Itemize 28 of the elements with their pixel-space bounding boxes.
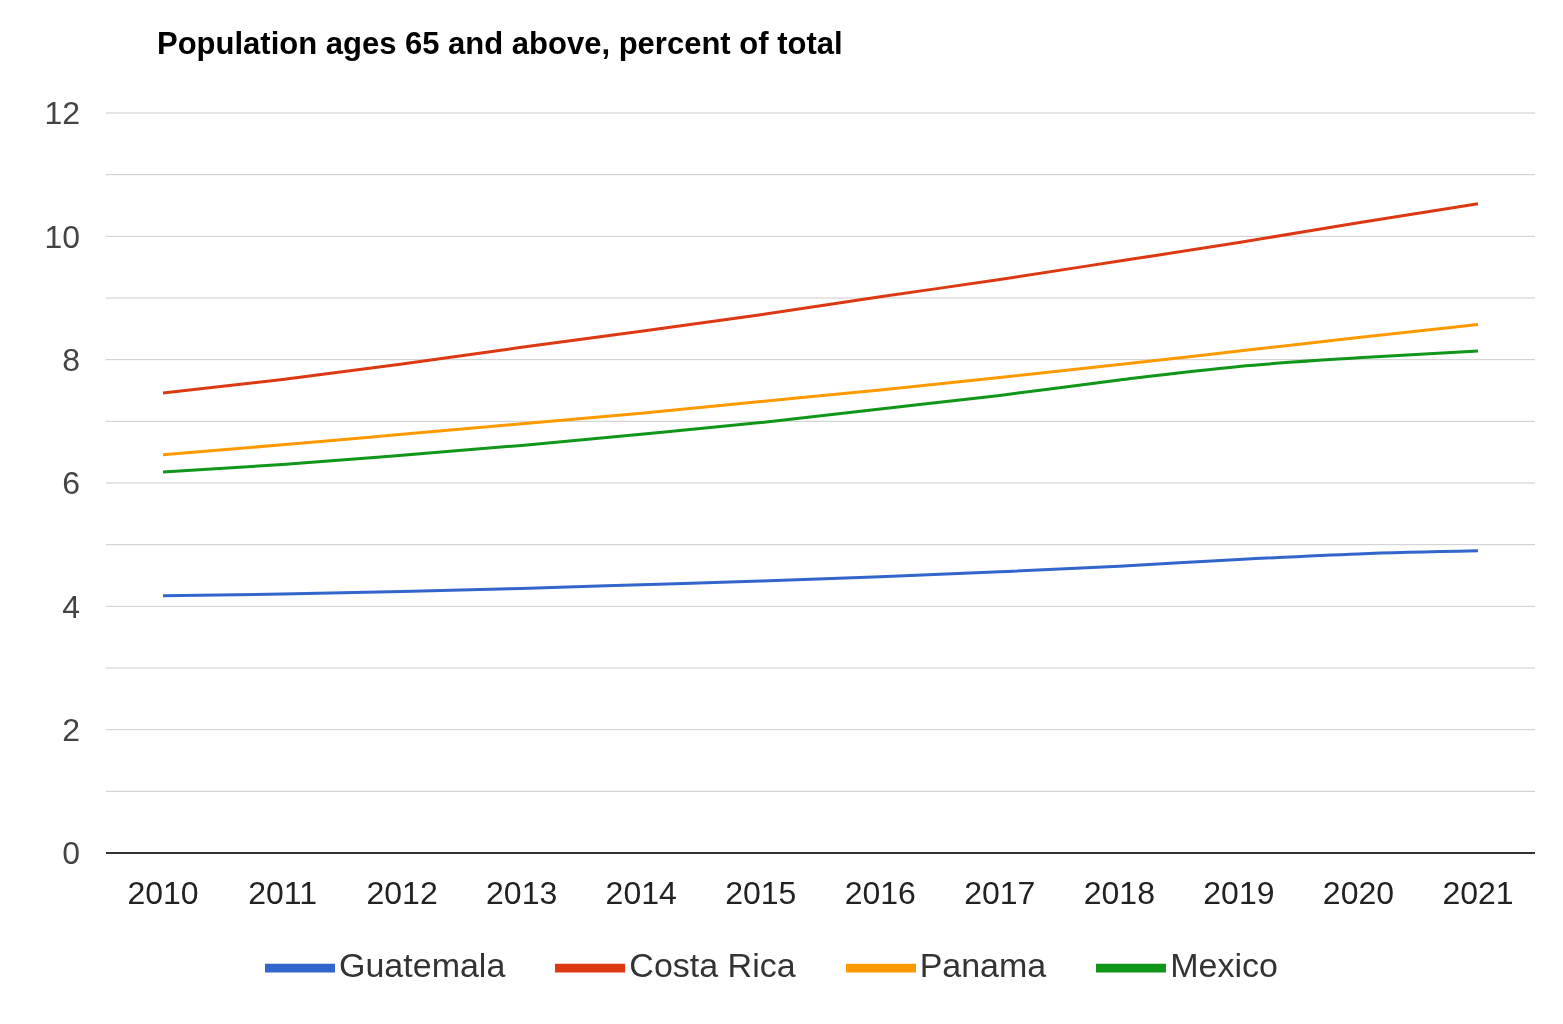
line-series [161,323,1480,457]
chart-title: Population ages 65 and above, percent of total [157,26,843,62]
x-tick-label: 2013 [486,874,558,911]
legend-label: Mexico [1170,945,1278,984]
legend-label: Panama [919,945,1047,984]
y-tick-label: 0 [62,835,80,872]
x-tick-label: 2017 [964,874,1036,911]
x-tick-label: 2015 [725,874,797,911]
line-series [161,349,1480,474]
y-tick-label: 4 [62,588,80,625]
y-tick-label: 6 [62,465,80,502]
line-series [161,549,1480,598]
legend-label: Costa Rica [629,945,796,984]
x-tick-label: 2014 [605,874,677,911]
y-tick-label: 8 [62,342,80,379]
y-tick-label: 2 [62,712,80,749]
x-tick-label: 2011 [248,874,317,911]
legend-label: Guatemala [339,945,506,984]
x-tick-label: 2010 [127,874,199,911]
x-tick-label: 2012 [366,874,438,911]
y-tick-label: 12 [44,95,80,132]
x-tick-label: 2020 [1322,874,1395,911]
x-tick-label: 2018 [1083,874,1155,911]
x-tick-label: 2019 [1203,874,1275,911]
x-tick-label: 2021 [1442,874,1514,911]
y-tick-label: 10 [44,218,80,255]
line-series [161,202,1480,395]
x-tick-label: 2016 [844,874,916,911]
